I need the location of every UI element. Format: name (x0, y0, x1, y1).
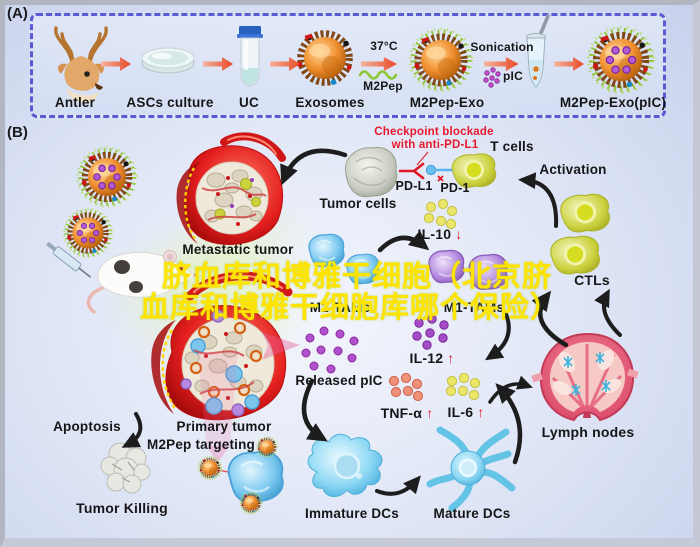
ctl-cell-icon (549, 234, 601, 276)
arrow-pic-to-immature-dc (301, 378, 328, 442)
label-il6: IL-6 ↑ (448, 404, 485, 420)
label-t-cells: T cells (490, 139, 534, 154)
label-ctls: CTLs (574, 272, 610, 288)
primary-tumor-icon (151, 305, 287, 421)
label-tumor-cells: Tumor cells (319, 196, 397, 211)
arrow-activation (518, 172, 559, 228)
ctl-cell-icon (559, 192, 611, 234)
il12-up-arrow-icon: ↑ (447, 350, 455, 366)
label-antler: Antler (54, 95, 96, 110)
m2pep-exo-pic-icon (588, 27, 654, 93)
m2pep-wave-icon (358, 70, 398, 80)
label-metastatic-tumor: Metastatic tumor (182, 242, 294, 257)
label-m1-tams: M1-TAMs (443, 300, 505, 315)
label-pd-1: PD-1 (440, 181, 470, 195)
panel-b-tag: (B) (7, 124, 28, 141)
sonication-tube-icon (526, 14, 550, 88)
injected-exosome-particle-icon (64, 209, 112, 257)
label-temperature: 37°C (370, 39, 398, 53)
label-pd-l1: PD-L1 (395, 179, 433, 193)
label-il10: IL-10 ↓ (418, 226, 463, 242)
label-m2pep-targeting: M2Pep targeting (146, 437, 256, 452)
il10-text: IL-10 (417, 226, 452, 242)
mouse-icon (86, 250, 197, 314)
m2pep-targeting-cell-icon (198, 436, 285, 514)
m2pep-exo-icon (410, 29, 472, 91)
lymph-node-icon (531, 332, 639, 422)
label-uc: UC (239, 95, 259, 110)
checkpoint-blockade-line2: with anti-PD-L1 (391, 139, 479, 151)
arrow-lymph-to-ctls-2 (594, 288, 622, 337)
tnf-cytokine-dots (388, 372, 424, 402)
checkpoint-blockade-line1: Checkpoint blockade (374, 126, 494, 138)
tnf-text: TNF-α (380, 405, 423, 421)
label-apoptosis: Apoptosis (53, 419, 121, 434)
label-primary-tumor: Primary tumor (176, 419, 272, 434)
watermark-line1: 脐血库和博雅干细胞（北京脐 (161, 261, 553, 293)
pink-beams (198, 332, 300, 462)
panel-a-deer-icon (54, 26, 108, 103)
syringe-icon (46, 241, 92, 278)
arrow-m2-to-m1 (377, 230, 430, 253)
metastatic-tumor-icon (176, 132, 286, 245)
label-m2-tams: M2-TAMs (309, 300, 371, 315)
pic-dots-icon (483, 67, 501, 88)
watermark-line2: 血库和博雅干细胞库哪个保险） (139, 292, 561, 324)
label-tnf: TNF-α ↑ (381, 405, 434, 421)
flow-arrows (121, 148, 622, 496)
vessel-highlight (192, 274, 284, 294)
petri-dish-icon (141, 47, 195, 74)
label-m2pep-peptide: M2Pep (363, 79, 403, 93)
label-pic: pIC (503, 69, 523, 83)
released-pic-dots (301, 326, 359, 374)
arrow-apoptosis (121, 412, 143, 448)
arrow-mature-to-lymph (488, 375, 533, 404)
arrow-m1-to-il12 (484, 312, 511, 361)
il10-down-arrow-icon: ↓ (455, 226, 463, 242)
label-mature-dcs: Mature DCs (433, 506, 511, 521)
label-immature-dcs: Immature DCs (305, 506, 399, 521)
panel-a-tag: (A) (7, 5, 28, 22)
label-sonication: Sonication (470, 40, 534, 54)
label-ascs-culture: ASCs culture (126, 95, 214, 110)
il6-up-arrow-icon: ↑ (477, 404, 485, 420)
label-m2pep-exo-pic: M2Pep-Exo(pIC) (559, 95, 667, 110)
label-activation: Activation (539, 162, 607, 177)
tnf-up-arrow-icon: ↑ (426, 405, 434, 421)
injected-exosome-particle-icon (78, 148, 137, 207)
label-tumor-killing: Tumor Killing (76, 500, 168, 516)
label-m2pep-exo: M2Pep-Exo (409, 95, 485, 110)
tumor-cell-icon (344, 147, 398, 198)
arrow-lymph-to-ctls-1 (531, 290, 569, 348)
arrow-immature-to-mature (375, 475, 421, 496)
arrow-tumorcells-to-metastatic (280, 148, 348, 186)
label-exosomes: Exosomes (295, 95, 365, 110)
centrifuge-tube-icon (237, 26, 263, 87)
il10-cytokine-dots (423, 198, 458, 230)
il12-pic-dots (412, 314, 449, 350)
il6-cytokine-dots (445, 372, 481, 401)
dead-cell-icon (100, 442, 151, 494)
mature-dc-icon (426, 426, 516, 512)
label-lymph-nodes: Lymph nodes (541, 424, 635, 440)
il12-text: IL-12 (409, 350, 444, 366)
label-released-pic: Released pIC (295, 373, 383, 388)
exosome-icon (297, 34, 351, 85)
arrow-mature-up (495, 383, 523, 465)
il6-text: IL-6 (447, 404, 474, 420)
immature-dc-icon (307, 433, 383, 497)
label-il12: IL-12 ↑ (410, 350, 455, 366)
pd-antibody-icon (398, 151, 459, 182)
